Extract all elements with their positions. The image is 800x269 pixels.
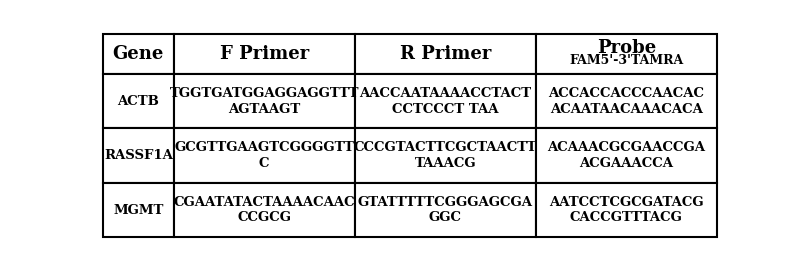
Text: ACAAACGCGAACCGA: ACAAACGCGAACCGA xyxy=(547,141,706,154)
Text: CCCGTACTTCGCTAACTT: CCCGTACTTCGCTAACTT xyxy=(354,141,537,154)
Text: ACGAAACCA: ACGAAACCA xyxy=(579,157,674,170)
Text: CCGCG: CCGCG xyxy=(238,211,291,225)
Text: MGMT: MGMT xyxy=(114,204,163,217)
Text: TGGTGATGGAGGAGGTTT: TGGTGATGGAGGAGGTTT xyxy=(170,87,359,100)
Bar xyxy=(536,74,717,128)
Bar xyxy=(174,128,354,183)
Text: AGTAAGT: AGTAAGT xyxy=(228,102,300,116)
Text: Gene: Gene xyxy=(113,45,164,63)
Bar xyxy=(174,74,354,128)
Bar xyxy=(103,128,174,183)
Text: TAAACG: TAAACG xyxy=(414,157,476,170)
Text: ACAATAACAAACACA: ACAATAACAAACACA xyxy=(550,102,703,116)
Text: F Primer: F Primer xyxy=(219,45,309,63)
Text: CACCGTTTACG: CACCGTTTACG xyxy=(570,211,683,225)
Text: GGC: GGC xyxy=(429,211,462,225)
Bar xyxy=(103,183,174,237)
Text: FAM5'-3'TAMRA: FAM5'-3'TAMRA xyxy=(570,54,683,67)
Bar xyxy=(174,34,354,74)
Bar xyxy=(354,74,536,128)
Text: AATCCTCGCGATACG: AATCCTCGCGATACG xyxy=(549,196,704,209)
Bar xyxy=(103,34,174,74)
Bar xyxy=(103,74,174,128)
Text: ACTB: ACTB xyxy=(118,95,159,108)
Text: CCTCCCT TAA: CCTCCCT TAA xyxy=(392,102,498,116)
Text: AACCAATAAAACCTACT: AACCAATAAAACCTACT xyxy=(359,87,531,100)
Bar xyxy=(536,183,717,237)
Text: ACCACCACCCAACAC: ACCACCACCCAACAC xyxy=(548,87,704,100)
Text: RASSF1A: RASSF1A xyxy=(104,149,173,162)
Text: GCGTTGAAGTCGGGGTT: GCGTTGAAGTCGGGGTT xyxy=(174,141,354,154)
Text: Probe: Probe xyxy=(597,38,656,56)
Bar xyxy=(536,34,717,74)
Bar xyxy=(536,128,717,183)
Bar xyxy=(174,183,354,237)
Text: C: C xyxy=(259,157,270,170)
Text: GTATTTTTCGGGAGCGA: GTATTTTTCGGGAGCGA xyxy=(358,196,533,209)
Bar xyxy=(354,34,536,74)
Bar xyxy=(354,128,536,183)
Bar xyxy=(354,183,536,237)
Text: R Primer: R Primer xyxy=(400,45,491,63)
Text: CGAATATACTAAAACAAC: CGAATATACTAAAACAAC xyxy=(174,196,355,209)
